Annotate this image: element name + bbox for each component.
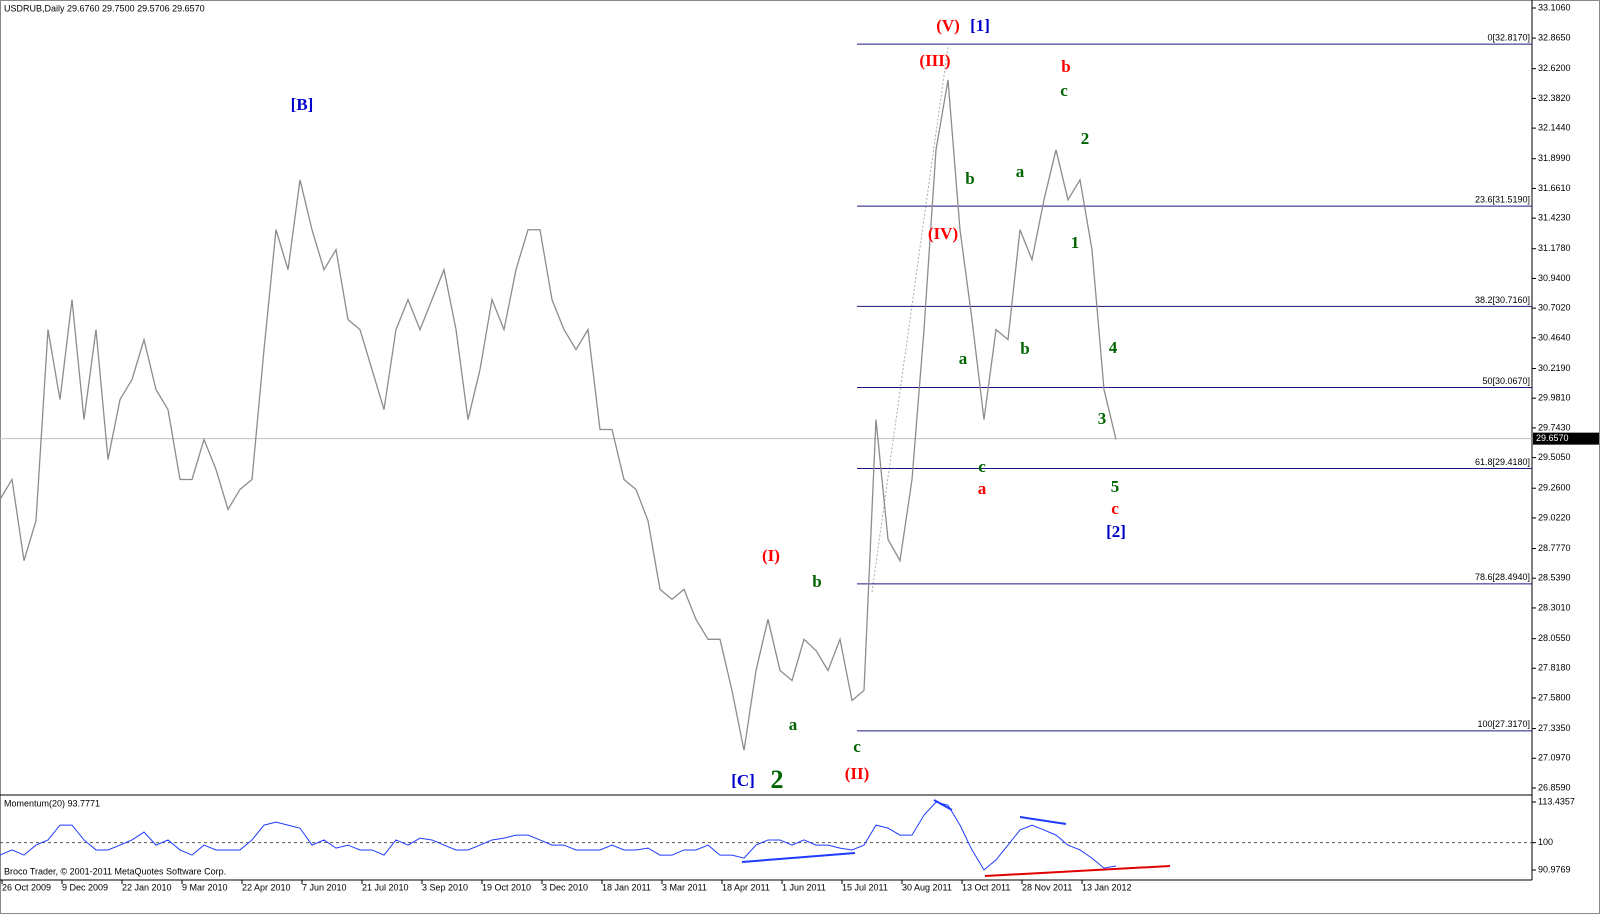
- x-tick-label: 18 Apr 2011: [722, 882, 770, 892]
- x-tick-label: 13 Jan 2012: [1082, 882, 1132, 892]
- momentum-trendline: [984, 865, 1171, 877]
- y-tick-label: 27.0970: [1538, 753, 1571, 763]
- wave-label: c: [978, 457, 986, 476]
- fib-label: 0[32.8170]: [1487, 32, 1530, 42]
- y-tick-label: 113.4357: [1538, 796, 1575, 806]
- fib-label: 78.6[28.4940]: [1475, 572, 1530, 582]
- wave-label: (I): [762, 546, 780, 565]
- y-tick-label: 32.1440: [1538, 122, 1571, 132]
- wave-label: b: [965, 169, 974, 188]
- wave-label: c: [1111, 499, 1119, 518]
- price-line: [0, 79, 1117, 751]
- y-tick-label: 32.6200: [1538, 63, 1571, 73]
- fib-label: 100[27.3170]: [1477, 719, 1530, 729]
- wave-label: (IV): [928, 224, 958, 243]
- wave-label: [C]: [731, 771, 755, 790]
- wave-label: 2: [1081, 129, 1090, 148]
- y-tick-label: 100: [1538, 837, 1553, 847]
- x-tick-label: 21 Jul 2010: [362, 882, 409, 892]
- momentum-trendline: [933, 799, 953, 811]
- x-tick-label: 3 Mar 2011: [662, 882, 707, 892]
- x-tick-label: 7 Jun 2010: [302, 882, 347, 892]
- x-tick-label: 9 Mar 2010: [182, 882, 228, 892]
- x-tick-label: 26 Oct 2009: [2, 882, 51, 892]
- x-tick-label: 22 Apr 2010: [242, 882, 291, 892]
- fib-label: 61.8[29.4180]: [1475, 457, 1530, 467]
- wave-label: [1]: [970, 16, 990, 35]
- indicator-title: Momentum(20) 93.7771: [4, 798, 100, 808]
- y-tick-label: 28.3010: [1538, 602, 1571, 612]
- momentum-trendline: [1019, 816, 1067, 825]
- x-tick-label: 3 Sep 2010: [422, 882, 468, 892]
- y-tick-label: 28.5390: [1538, 573, 1571, 583]
- wave-label: 1: [1071, 233, 1080, 252]
- wave-label: a: [959, 349, 968, 368]
- y-tick-label: 27.3350: [1538, 723, 1571, 733]
- y-tick-label: 31.4230: [1538, 213, 1571, 223]
- x-tick-label: 22 Jan 2010: [122, 882, 172, 892]
- y-tick-label: 31.8990: [1538, 153, 1571, 163]
- y-tick-label: 31.6610: [1538, 183, 1571, 193]
- y-tick-label: 33.1060: [1538, 2, 1571, 12]
- wave-label: c: [853, 737, 861, 756]
- y-tick-label: 29.9810: [1538, 393, 1571, 403]
- y-tick-label: 90.9769: [1538, 864, 1571, 874]
- y-tick-label: 32.3820: [1538, 93, 1571, 103]
- x-tick-label: 1 Jun 2011: [782, 882, 826, 892]
- y-tick-label: 30.2190: [1538, 363, 1571, 373]
- y-tick-label: 29.0220: [1538, 512, 1571, 522]
- footer: Broco Trader, © 2001-2011 MetaQuotes Sof…: [4, 866, 226, 876]
- wave-label: 3: [1098, 409, 1107, 428]
- wave-label: b: [812, 572, 821, 591]
- symbol-info: USDRUB,Daily 29.6760 29.7500 29.5706 29.…: [4, 3, 205, 13]
- x-tick-label: 13 Oct 2011: [962, 882, 1010, 892]
- momentum-trendline: [741, 852, 856, 863]
- x-tick-label: 9 Dec 2009: [62, 882, 108, 892]
- wave-label: (V): [936, 16, 960, 35]
- current-price-label: 29.6570: [1536, 433, 1569, 443]
- y-tick-label: 30.9400: [1538, 273, 1571, 283]
- y-tick-label: 31.1780: [1538, 243, 1571, 253]
- x-tick-label: 3 Dec 2010: [542, 882, 588, 892]
- x-tick-label: 28 Nov 2011: [1022, 882, 1072, 892]
- wave-label: b: [1020, 339, 1029, 358]
- y-tick-label: 32.8650: [1538, 32, 1571, 42]
- x-tick-label: 30 Aug 2011: [902, 882, 952, 892]
- y-tick-label: 28.0550: [1538, 633, 1571, 643]
- y-tick-label: 29.7430: [1538, 422, 1571, 432]
- fib-label: 38.2[30.7160]: [1475, 295, 1530, 305]
- wave-label: 4: [1109, 338, 1118, 357]
- wave-label: 2: [771, 765, 784, 794]
- x-tick-label: 18 Jan 2011: [602, 882, 651, 892]
- fib-label: 50[30.0670]: [1482, 376, 1530, 386]
- wave-label: c: [1060, 81, 1068, 100]
- wave-label: a: [789, 715, 798, 734]
- momentum-line: [0, 801, 1117, 871]
- y-tick-label: 27.8180: [1538, 663, 1571, 673]
- wave-label: (III): [919, 51, 950, 70]
- wave-label: a: [1016, 162, 1025, 181]
- x-tick-label: 19 Oct 2010: [482, 882, 531, 892]
- y-tick-label: 30.7020: [1538, 303, 1571, 313]
- y-tick-label: 29.2600: [1538, 483, 1571, 493]
- wave-label: (II): [845, 764, 870, 783]
- wave-label: [2]: [1106, 522, 1126, 541]
- fib-label: 23.6[31.5190]: [1475, 195, 1530, 205]
- y-tick-label: 29.5050: [1538, 452, 1571, 462]
- wave-label: a: [978, 479, 987, 498]
- y-tick-label: 30.4640: [1538, 332, 1571, 342]
- wave-label: [B]: [291, 95, 314, 114]
- y-tick-label: 26.8590: [1538, 782, 1571, 792]
- wave-label: b: [1061, 57, 1070, 76]
- y-tick-label: 28.7770: [1538, 543, 1571, 553]
- current-price-box: [1533, 432, 1599, 445]
- wave-label: 5: [1111, 477, 1120, 496]
- y-tick-label: 27.5800: [1538, 692, 1571, 702]
- x-tick-label: 15 Jul 2011: [842, 882, 888, 892]
